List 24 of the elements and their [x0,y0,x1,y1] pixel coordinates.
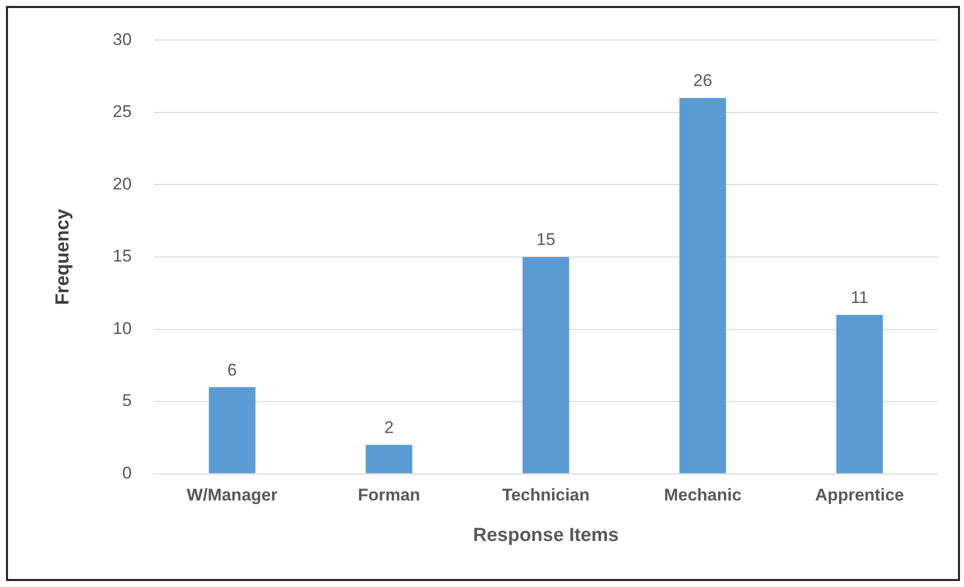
bar [208,387,256,474]
y-tick-label: 15 [112,246,132,266]
y-tick-label: 25 [112,102,132,122]
data-label: 15 [536,230,556,250]
x-tick-label: Forman [358,486,420,505]
x-tick-label: Mechanic [664,486,742,505]
y-tick-label: 0 [122,463,132,482]
y-axis-title: Frequency [52,208,74,306]
x-tick-label: Technician [502,486,590,505]
bar [836,314,883,474]
x-axis-title: Response Items [472,524,619,546]
y-tick-label: 5 [122,391,132,410]
y-tick-label: 30 [112,30,132,49]
data-label: 2 [384,418,394,438]
y-tick-label: 20 [112,174,132,194]
bar [366,444,412,474]
y-tick-label: 10 [112,318,132,338]
data-label: 11 [850,288,868,307]
bar [679,98,726,474]
data-label: 6 [227,360,237,380]
x-tick-label: W/Manager [186,486,278,505]
x-tick-label: Apprentice [815,486,904,505]
bar [522,257,570,474]
data-label: 26 [693,71,712,90]
